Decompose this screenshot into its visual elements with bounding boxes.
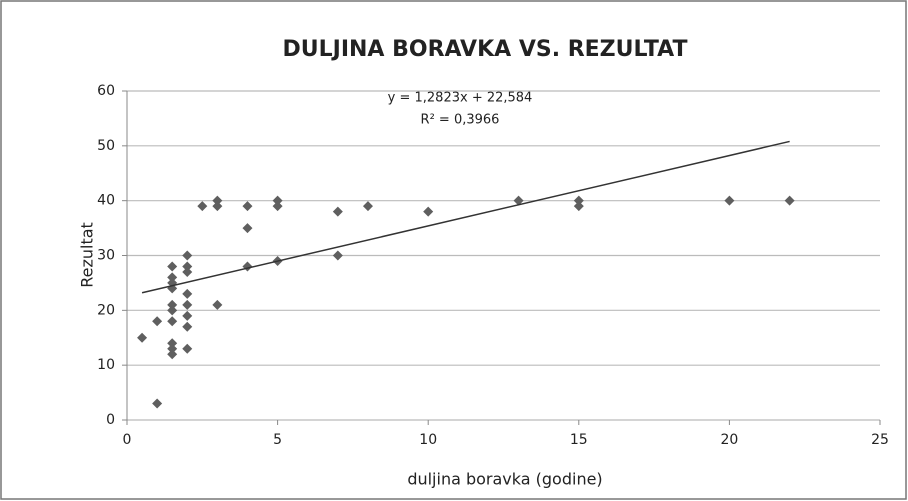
point — [573, 195, 584, 206]
trendline — [141, 140, 790, 294]
x-tick-label: 0 — [123, 432, 132, 448]
point — [182, 266, 193, 277]
y-tick-label: 60 — [97, 83, 115, 99]
point — [182, 250, 193, 261]
point — [182, 321, 193, 332]
point — [197, 201, 208, 212]
point — [167, 338, 178, 349]
point — [182, 343, 193, 354]
point — [272, 201, 283, 212]
point — [167, 349, 178, 360]
point — [423, 206, 434, 217]
point — [212, 201, 223, 212]
equation: y = 1,2823x + 22,584 — [388, 91, 533, 106]
point — [513, 195, 524, 206]
point — [167, 299, 178, 310]
point — [332, 250, 343, 261]
point — [573, 201, 584, 212]
point — [152, 398, 163, 409]
point — [242, 201, 253, 212]
y-tick-label: 20 — [97, 302, 115, 318]
r-squared: R² = 0,3966 — [421, 113, 500, 128]
x-tick-label: 5 — [273, 432, 282, 448]
point — [182, 261, 193, 272]
y-tick-label: 10 — [97, 357, 115, 373]
point — [167, 261, 178, 272]
x-axis-label: duljina boravka (godine) — [407, 470, 602, 489]
point — [362, 201, 373, 212]
point — [182, 310, 193, 321]
point — [167, 305, 178, 316]
point — [272, 195, 283, 206]
chart-title: DULJINA BORAVKA VS. REZULTAT — [283, 37, 688, 62]
point — [212, 299, 223, 310]
point — [152, 316, 163, 327]
point — [724, 195, 735, 206]
point — [242, 223, 253, 234]
point — [784, 195, 795, 206]
x-tick-label: 20 — [720, 432, 738, 448]
point — [212, 195, 223, 206]
x-tick-label: 10 — [419, 432, 437, 448]
y-tick-label: 30 — [97, 248, 115, 264]
point — [167, 343, 178, 354]
y-tick-label: 50 — [97, 138, 115, 154]
point — [167, 272, 178, 283]
x-tick-label: 25 — [871, 432, 889, 448]
point — [167, 316, 178, 327]
point — [137, 332, 148, 343]
y-tick-label: 40 — [97, 193, 115, 209]
point — [182, 299, 193, 310]
point — [182, 288, 193, 299]
point — [332, 206, 343, 217]
y-tick-label: 0 — [106, 412, 115, 428]
y-axis-label: Rezultat — [78, 222, 97, 288]
x-tick-label: 15 — [570, 432, 588, 448]
